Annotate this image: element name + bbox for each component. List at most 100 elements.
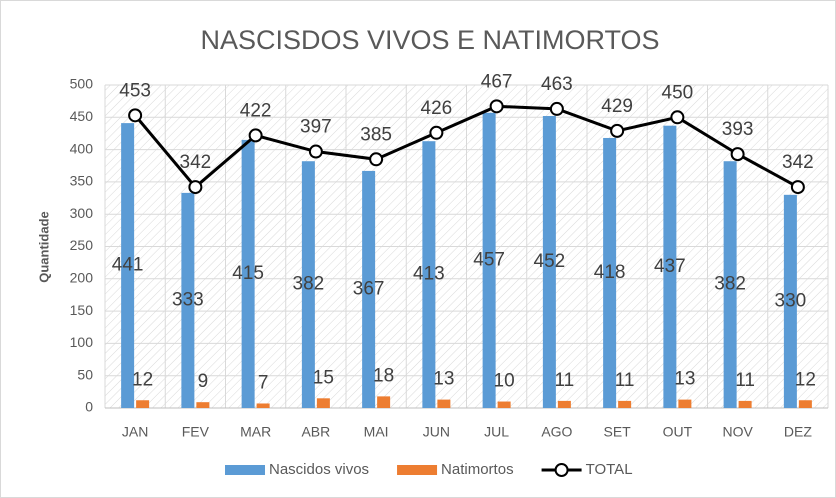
bar (256, 403, 270, 408)
y-tick-label: 50 (77, 366, 93, 382)
data-label: 441 (112, 255, 144, 276)
data-label: 415 (232, 263, 264, 284)
line-point (369, 152, 384, 167)
bar (362, 170, 376, 408)
data-label: 18 (373, 365, 394, 386)
bar (542, 116, 556, 409)
bar (663, 125, 677, 408)
bar (301, 161, 315, 408)
bar (121, 123, 135, 408)
y-tick-label: 400 (70, 140, 94, 156)
data-label: 453 (119, 80, 151, 101)
bar (678, 399, 692, 408)
data-label: 13 (433, 369, 454, 390)
bar (798, 400, 812, 408)
bar (603, 137, 617, 409)
legend-swatch (225, 465, 265, 475)
data-label: 7 (258, 372, 269, 393)
data-label: 463 (541, 74, 573, 95)
bar (316, 398, 330, 408)
line-point (489, 99, 504, 114)
line-point (610, 123, 625, 138)
x-tick-label: JAN (122, 424, 148, 440)
x-tick-label: JUL (484, 424, 509, 440)
legend-label: Natimortos (441, 461, 514, 478)
line-point (730, 147, 745, 162)
line-point (670, 110, 685, 125)
bar (181, 192, 195, 408)
data-label: 437 (654, 256, 686, 277)
bar (557, 400, 571, 408)
x-tick-label: MAR (240, 424, 271, 440)
y-tick-label: 100 (70, 334, 94, 350)
data-label: 11 (735, 370, 755, 391)
data-label: 367 (353, 278, 385, 299)
data-label: 393 (722, 119, 754, 140)
y-tick-label: 450 (70, 108, 94, 124)
data-label: 13 (674, 369, 695, 390)
data-label: 382 (293, 274, 325, 295)
data-label: 15 (313, 367, 334, 388)
line-point (790, 180, 805, 195)
data-label: 429 (601, 96, 633, 117)
data-label: 450 (662, 82, 694, 103)
data-label: 457 (473, 249, 505, 270)
y-tick-label: 350 (70, 173, 94, 189)
data-label: 413 (413, 264, 445, 285)
x-tick-label: ABR (301, 424, 330, 440)
y-tick-label: 150 (70, 302, 94, 318)
data-label: 397 (300, 117, 332, 138)
line-point (549, 101, 564, 116)
data-label: 9 (198, 371, 209, 392)
data-label: 11 (615, 370, 635, 391)
line-point (308, 144, 323, 159)
x-tick-label: AGO (541, 424, 572, 440)
bar (422, 141, 436, 408)
x-tick-label: JUN (423, 424, 450, 440)
bar (618, 400, 632, 408)
x-tick-label: DEZ (784, 424, 812, 440)
chart-title: NASCISDOS VIVOS E NATIMORTOS (200, 25, 659, 55)
x-tick-label: OUT (663, 424, 693, 440)
data-label: 12 (795, 369, 816, 390)
bar (241, 139, 255, 408)
data-label: 333 (172, 289, 204, 310)
data-label: 382 (714, 274, 746, 295)
data-label: 330 (775, 290, 807, 311)
legend-label: Nascidos vivos (269, 461, 369, 478)
bar (196, 402, 210, 408)
legend-swatch (554, 463, 569, 477)
y-tick-label: 200 (70, 270, 94, 286)
y-tick-label: 500 (70, 76, 94, 92)
line-point (429, 125, 444, 140)
line-point (188, 180, 203, 195)
x-tick-label: SET (604, 424, 632, 440)
legend-label: TOTAL (586, 461, 633, 478)
x-tick-label: FEV (182, 424, 210, 440)
x-tick-label: NOV (722, 424, 753, 440)
y-tick-label: 300 (70, 205, 94, 221)
legend-swatch (397, 465, 438, 475)
data-label: 12 (132, 369, 153, 390)
bar (437, 399, 451, 408)
data-label: 342 (180, 152, 212, 173)
bar (377, 396, 391, 408)
bar (783, 194, 797, 408)
line (133, 104, 799, 190)
data-label: 11 (555, 370, 575, 391)
line-point (248, 128, 263, 143)
data-label: 10 (494, 371, 515, 392)
bar (497, 401, 511, 408)
data-label: 426 (421, 98, 453, 119)
bar (482, 112, 496, 408)
data-label: 422 (240, 100, 272, 121)
data-label: 467 (481, 71, 513, 92)
line-point (128, 108, 143, 123)
data-label: 418 (594, 262, 626, 283)
bar (136, 400, 150, 408)
bar (723, 161, 737, 408)
y-tick-label: 250 (70, 237, 94, 253)
y-tick-label: 0 (85, 399, 93, 415)
data-label: 342 (782, 152, 814, 173)
